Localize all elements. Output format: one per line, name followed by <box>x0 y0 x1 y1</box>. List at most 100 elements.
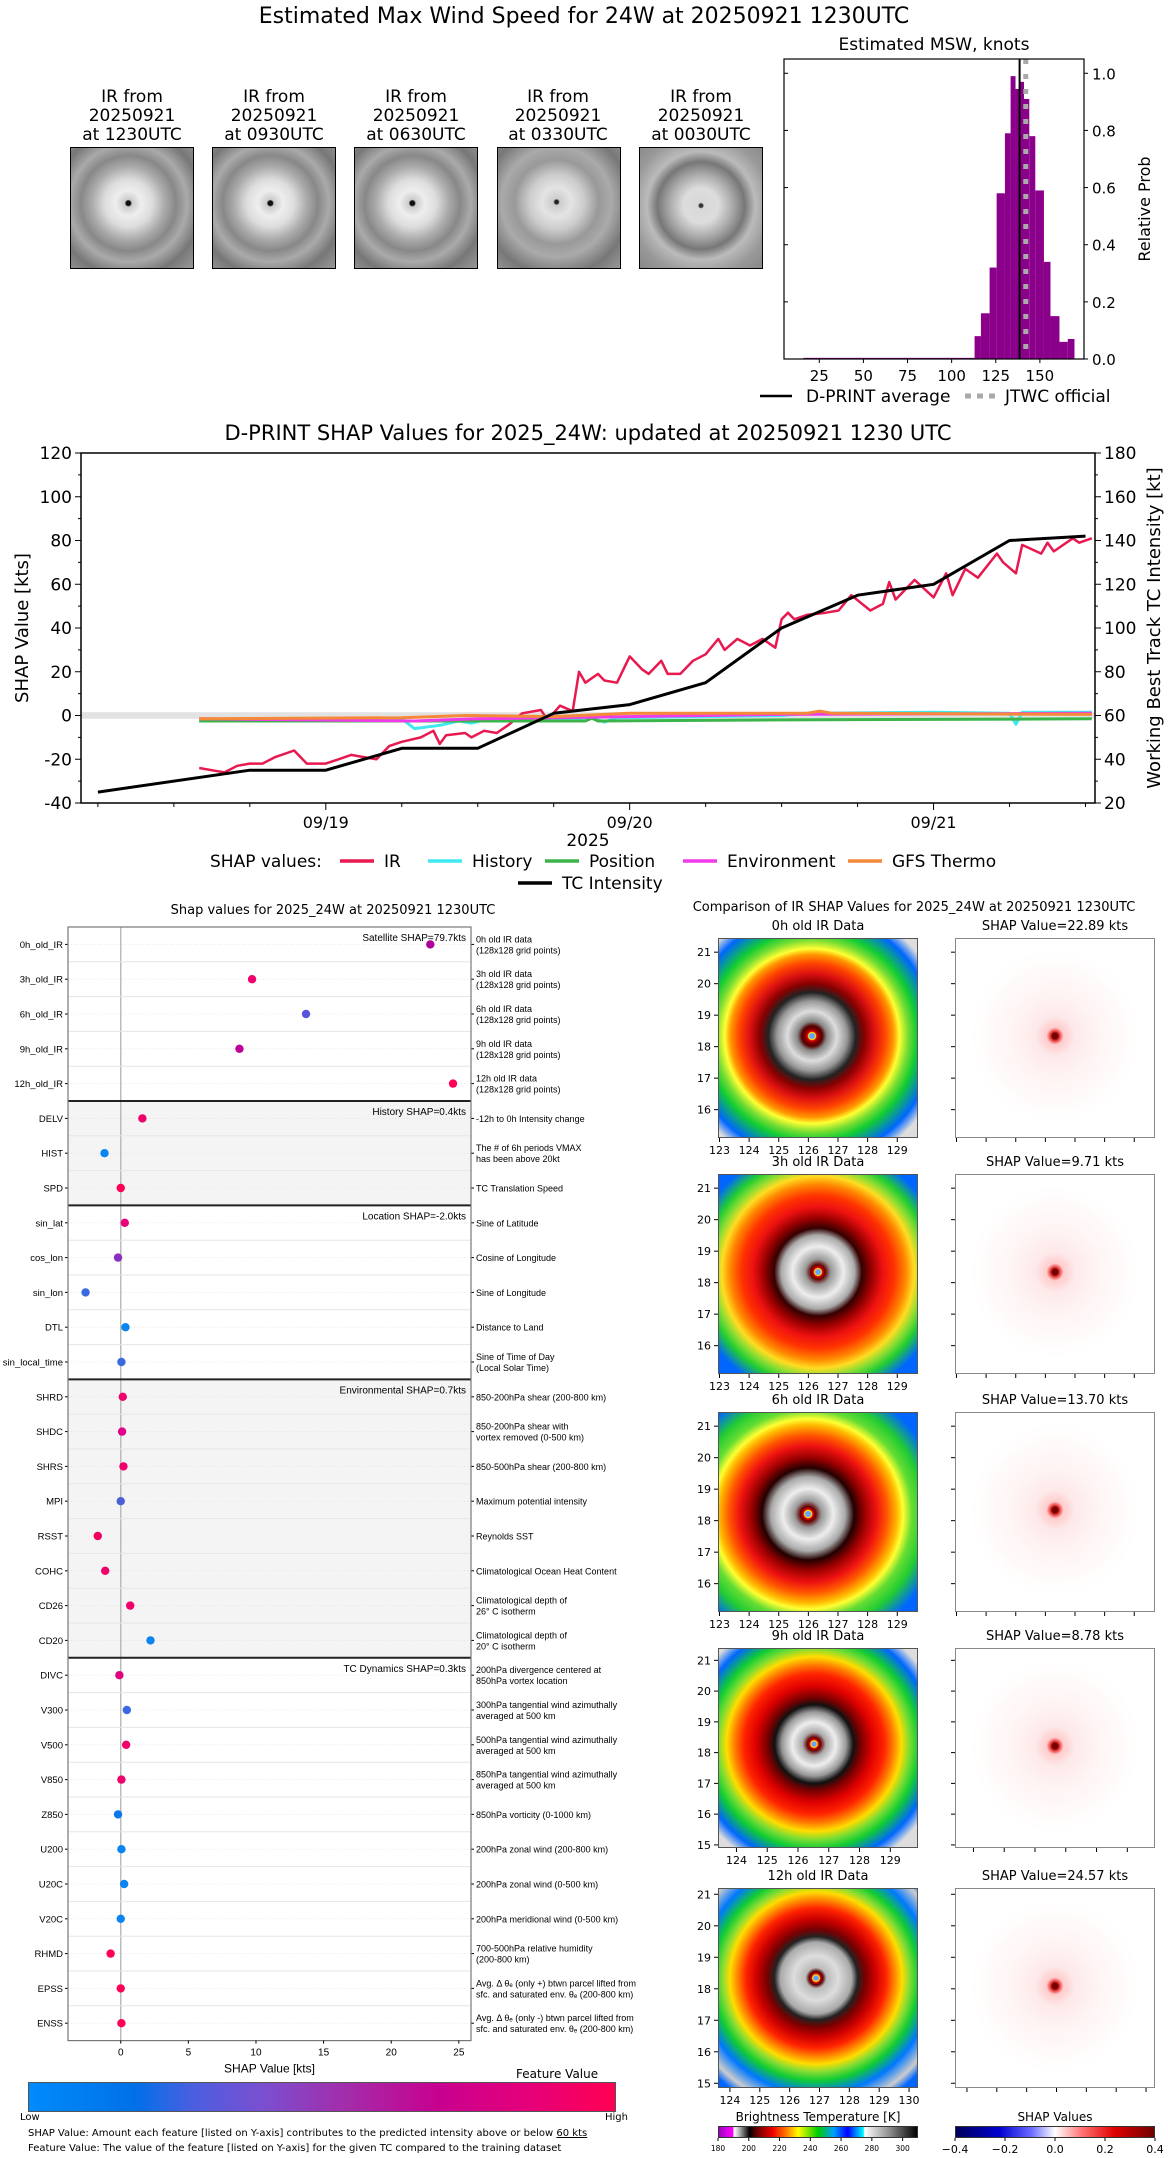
thumb-line: 20250921 <box>372 106 460 126</box>
y-tick-label: 1.0 <box>1092 65 1116 83</box>
lat-tick-label: 17 <box>697 1777 711 1790</box>
x-tick-label: 15 <box>318 2048 330 2059</box>
feature-description: averaged at 500 km <box>476 1781 556 1791</box>
feature-description: 200hPa zonal wind (200-800 km) <box>476 1845 608 1855</box>
lat-tick-label: 18 <box>697 1515 711 1528</box>
feature-name-label: ENSS <box>37 2019 63 2030</box>
feature-description: 0h old IR data <box>476 934 532 944</box>
lon-tick-label: 129 <box>887 1380 908 1393</box>
feature-name-label: SPD <box>43 1184 63 1195</box>
bt-tick-label: 280 <box>865 2144 880 2153</box>
thumbnail-title: IR from 20250921 at 0930UTC <box>194 88 354 145</box>
histogram-bar <box>1019 81 1024 359</box>
y2-tick-label: 60 <box>1104 707 1126 727</box>
y2-tick-label: 100 <box>1104 619 1136 639</box>
feature-name-label: SHRD <box>36 1392 63 1403</box>
x-tick-label: 75 <box>898 367 917 385</box>
y-tick-label: -40 <box>44 794 72 814</box>
x-tick-label: 20 <box>386 2048 398 2059</box>
x-tick-label: 150 <box>1026 367 1055 385</box>
shap-dot-hist <box>100 1149 109 1158</box>
y2-tick-label: 180 <box>1104 444 1136 464</box>
y2-tick-label: 160 <box>1104 488 1136 508</box>
y-tick-label: 0.6 <box>1092 180 1116 198</box>
ir-comparison-title: Comparison of IR SHAP Values for 2025_24… <box>692 900 1136 915</box>
lat-tick-label: 19 <box>697 1716 711 1729</box>
colorbar-high-label: High <box>605 2112 628 2123</box>
lat-tick-label: 17 <box>697 1546 711 1559</box>
group-shap-label: TC Dynamics SHAP=0.3kts <box>343 1664 466 1675</box>
timeseries-y2label: Working Best Track TC Intensity [kt] <box>1144 467 1165 788</box>
timeseries-xlabel: 2025 <box>566 831 609 851</box>
feature-name-label: 12h_old_IR <box>14 1079 63 1090</box>
feature-name-label: 0h_old_IR <box>20 940 63 951</box>
lon-tick-label: 126 <box>798 1380 819 1393</box>
feature-name-label: sin_local_time <box>3 1358 63 1369</box>
lat-tick-label: 15 <box>697 1839 711 1852</box>
ir-panel-title: 3h old IR Data <box>771 1155 865 1170</box>
shap-dot-u200 <box>117 1845 126 1854</box>
feature-description: 6h old IR data <box>476 1004 532 1014</box>
feature-name-label: 6h_old_IR <box>20 1010 63 1021</box>
ir-brightness-image <box>718 1888 918 2088</box>
feature-description: sfc. and saturated env. θₑ (200-800 km) <box>476 2024 633 2034</box>
feature-description: 500hPa tangential wind azimuthally <box>476 1735 618 1745</box>
feature-description: Climatological depth of <box>476 1630 568 1640</box>
feature-description: 700-500hPa relative humidity <box>476 1944 593 1954</box>
feature-description: (128x128 grid points) <box>476 1085 561 1095</box>
feature-description: 850-500hPa shear (200-800 km) <box>476 1462 606 1472</box>
shap-dot-mpi <box>116 1497 125 1506</box>
y2-tick-label: 80 <box>1104 663 1126 683</box>
lat-tick-label: 18 <box>697 1747 711 1760</box>
histogram-bar <box>996 193 1005 359</box>
feature-name-label: DTL <box>45 1323 63 1334</box>
lon-tick-label: 125 <box>768 1144 789 1157</box>
x-tick-label: 125 <box>981 367 1010 385</box>
bt-tick-label: 300 <box>895 2144 910 2153</box>
shap-cb-tick-label: −0.4 <box>942 2143 969 2156</box>
y-tick-label: 0 <box>61 707 72 727</box>
shap-panel-subtitle: SHAP Value=22.89 kts <box>981 919 1129 934</box>
y-tick-label: 20 <box>50 663 72 683</box>
histogram-bar <box>1050 316 1060 359</box>
feature-value-colorbar <box>28 2082 616 2112</box>
timeseries-frame <box>80 452 1096 804</box>
ir-shap-map <box>955 1412 1155 1612</box>
lat-tick-label: 16 <box>697 1808 711 1821</box>
lat-tick-label: 16 <box>697 1578 711 1591</box>
feature-description: Avg. Δ θₑ (only +) btwn parcel lifted fr… <box>476 1978 636 1988</box>
x-tick-label: 25 <box>453 2048 465 2059</box>
lat-tick-label: 19 <box>697 1483 711 1496</box>
shap-dot-dtl <box>121 1323 130 1332</box>
ir-brightness-image <box>718 1174 918 1374</box>
feature-description: (128x128 grid points) <box>476 1050 561 1060</box>
thumb-line: at 0330UTC <box>508 125 608 145</box>
feature-name-label: COHC <box>35 1566 63 1577</box>
x-tick-label: 09/20 <box>607 813 653 832</box>
x-tick-label: 09/19 <box>303 813 349 832</box>
y-tick-label: -20 <box>44 750 72 770</box>
shap-dot-spd <box>116 1183 125 1193</box>
shap-dot-enss <box>117 2019 126 2028</box>
feature-description: Maximum potential intensity <box>476 1497 588 1507</box>
feature-description: 200hPa divergence centered at <box>476 1665 602 1675</box>
feature-name-label: RSST <box>38 1532 64 1543</box>
feature-description: 20° C isotherm <box>476 1641 536 1651</box>
shap-dot-shdc <box>117 1427 127 1436</box>
lat-tick-label: 18 <box>697 1041 711 1054</box>
y2-tick-label: 140 <box>1104 532 1136 552</box>
lon-tick-label: 129 <box>887 1618 908 1631</box>
feature-name-label: V20C <box>39 1914 63 1925</box>
feature-name-label: 9h_old_IR <box>20 1044 63 1055</box>
feature-description: Climatological depth of <box>476 1596 568 1606</box>
thumb-line: at 0030UTC <box>651 125 751 145</box>
lat-tick-label: 19 <box>697 1245 711 1258</box>
shap-dot-cos_lon <box>113 1253 123 1262</box>
lon-tick-label: 127 <box>809 2094 830 2107</box>
feature-description: Avg. Δ θₑ (only -) btwn parcel lifted fr… <box>476 2013 634 2023</box>
shap-cb-tick-label: 0.0 <box>1046 2143 1064 2156</box>
lat-tick-label: 20 <box>697 978 711 991</box>
y2-tick-label: 20 <box>1104 794 1126 814</box>
lon-tick-label: 124 <box>719 2094 740 2107</box>
lon-tick-label: 129 <box>880 1854 901 1867</box>
